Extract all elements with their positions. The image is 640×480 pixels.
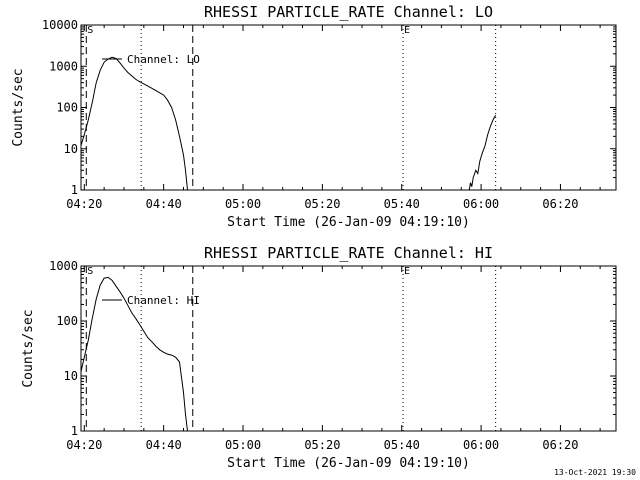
y-tick-label: 1 — [71, 183, 78, 197]
legend-label: Channel: LO — [127, 53, 200, 66]
x-tick-label: 05:00 — [225, 438, 261, 452]
event-marker-label: S — [87, 266, 93, 277]
x-tick-label: 05:20 — [304, 438, 340, 452]
y-tick-label: 10 — [64, 142, 78, 156]
legend-label: Channel: HI — [127, 294, 200, 307]
event-marker-label: S — [87, 25, 93, 36]
y-tick-label: 1 — [71, 424, 78, 438]
x-axis-label: Start Time (26-Jan-09 04:19:10) — [227, 456, 470, 471]
x-tick-label: 04:40 — [146, 438, 182, 452]
plot-frame — [80, 265, 617, 432]
event-marker-label: E — [404, 25, 410, 36]
series-line — [468, 114, 497, 191]
plot-frame — [80, 24, 617, 191]
y-tick-label: 10000 — [42, 18, 78, 32]
x-tick-label: 06:00 — [463, 438, 499, 452]
x-tick-label: 06:20 — [542, 438, 578, 452]
y-tick-label: 100 — [56, 314, 78, 328]
y-tick-label: 1000 — [49, 259, 78, 273]
x-tick-label: 04:40 — [146, 197, 182, 211]
x-tick-label: 05:40 — [384, 197, 420, 211]
chart-title: RHESSI PARTICLE_RATE Channel: LO — [204, 3, 493, 21]
plot-timestamp: 13-Oct-2021 19:30 — [554, 468, 636, 477]
series-line — [80, 276, 188, 432]
chart-title: RHESSI PARTICLE_RATE Channel: HI — [204, 244, 493, 262]
series-line — [80, 56, 188, 191]
x-tick-label: 05:40 — [384, 438, 420, 452]
y-axis-label: Counts/sec — [11, 68, 26, 146]
x-tick-label: 04:20 — [66, 197, 102, 211]
y-tick-label: 10 — [64, 369, 78, 383]
y-axis-label: Counts/sec — [21, 309, 36, 387]
x-tick-label: 06:20 — [542, 197, 578, 211]
x-tick-label: 04:20 — [66, 438, 102, 452]
x-tick-label: 05:00 — [225, 197, 261, 211]
x-tick-label: 05:20 — [304, 197, 340, 211]
x-axis-label: Start Time (26-Jan-09 04:19:10) — [227, 215, 470, 230]
event-marker-label: E — [404, 266, 410, 277]
x-tick-label: 06:00 — [463, 197, 499, 211]
y-tick-label: 1000 — [49, 59, 78, 73]
y-tick-label: 100 — [56, 101, 78, 115]
